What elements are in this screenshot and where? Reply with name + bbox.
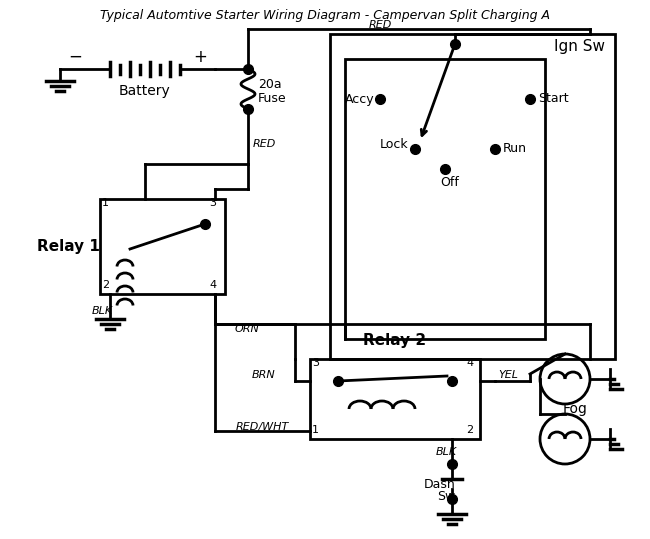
- Text: BRN: BRN: [252, 370, 276, 380]
- Text: Fog: Fog: [562, 402, 588, 416]
- Text: RED: RED: [369, 20, 392, 30]
- Text: Ign Sw: Ign Sw: [554, 38, 605, 53]
- Text: Accy: Accy: [345, 93, 374, 106]
- Text: Off: Off: [440, 176, 459, 190]
- Text: Lock: Lock: [380, 137, 409, 150]
- Text: 2: 2: [102, 280, 109, 290]
- Text: 20a: 20a: [258, 78, 281, 91]
- Text: 1: 1: [312, 425, 319, 435]
- Text: RED: RED: [253, 139, 276, 149]
- Text: 3: 3: [312, 358, 319, 368]
- Text: ORN: ORN: [235, 324, 260, 334]
- Text: BLK: BLK: [92, 306, 113, 316]
- Text: Relay 2: Relay 2: [363, 334, 426, 349]
- Bar: [310, 359, 480, 439]
- Text: RED/WHT: RED/WHT: [236, 422, 289, 432]
- Text: −: −: [68, 48, 82, 66]
- Text: YEL: YEL: [498, 370, 518, 380]
- Text: Run: Run: [503, 142, 527, 155]
- Text: Fuse: Fuse: [258, 93, 287, 106]
- Text: 4: 4: [466, 358, 473, 368]
- Text: 4: 4: [209, 280, 216, 290]
- Text: Sw: Sw: [437, 489, 455, 502]
- Text: +: +: [193, 48, 207, 66]
- Text: BLK: BLK: [436, 447, 457, 457]
- Bar: [345, 59, 545, 339]
- Text: 1: 1: [102, 198, 109, 208]
- Text: 3: 3: [209, 198, 216, 208]
- Text: Battery: Battery: [119, 84, 171, 98]
- Text: Dash: Dash: [424, 478, 456, 490]
- Text: 2: 2: [466, 425, 473, 435]
- Bar: [330, 34, 615, 359]
- Text: Start: Start: [538, 93, 569, 106]
- Text: Relay 1: Relay 1: [36, 239, 99, 254]
- Bar: [100, 199, 225, 294]
- Text: Typical Automtive Starter Wiring Diagram - Campervan Split Charging A: Typical Automtive Starter Wiring Diagram…: [100, 10, 550, 23]
